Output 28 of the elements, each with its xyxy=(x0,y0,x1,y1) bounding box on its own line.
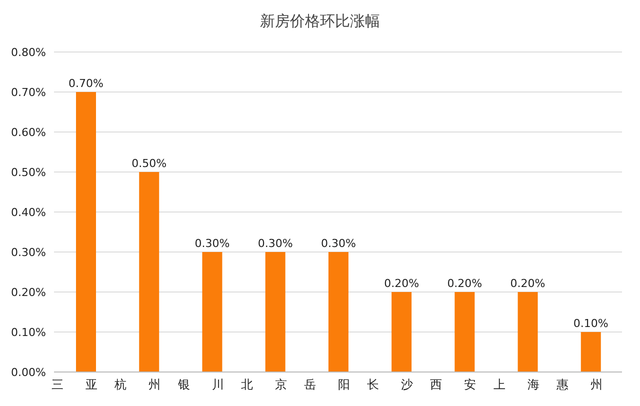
y-tick-label: 0.00% xyxy=(11,366,46,379)
y-tick-label: 0.60% xyxy=(11,126,46,139)
data-label: 0.70% xyxy=(68,77,104,90)
data-label: 0.20% xyxy=(384,277,420,290)
y-tick-label: 0.80% xyxy=(11,46,46,59)
bar xyxy=(328,252,348,372)
bar xyxy=(202,252,222,372)
y-tick-label: 0.20% xyxy=(11,286,46,299)
data-label: 0.20% xyxy=(447,277,482,290)
chart-title: 新房价格环比涨幅 xyxy=(259,11,381,32)
bar xyxy=(580,332,601,372)
data-label: 0.30% xyxy=(320,237,356,250)
bar xyxy=(139,172,160,372)
data-label: 0.50% xyxy=(132,157,167,170)
y-tick-label: 0.50% xyxy=(11,166,46,179)
bar xyxy=(454,292,475,372)
data-label: 0.30% xyxy=(258,237,293,250)
bar xyxy=(76,92,96,372)
y-tick-label: 0.10% xyxy=(11,326,46,339)
y-tick-label: 0.70% xyxy=(11,86,46,99)
data-label: 0.30% xyxy=(194,237,230,250)
y-tick-label: 0.30% xyxy=(11,246,46,259)
bar xyxy=(392,292,412,372)
bar xyxy=(518,292,538,372)
data-label: 0.10% xyxy=(573,317,608,330)
bar xyxy=(265,252,286,372)
y-tick-label: 0.40% xyxy=(11,206,46,219)
data-label: 0.20% xyxy=(510,277,546,290)
